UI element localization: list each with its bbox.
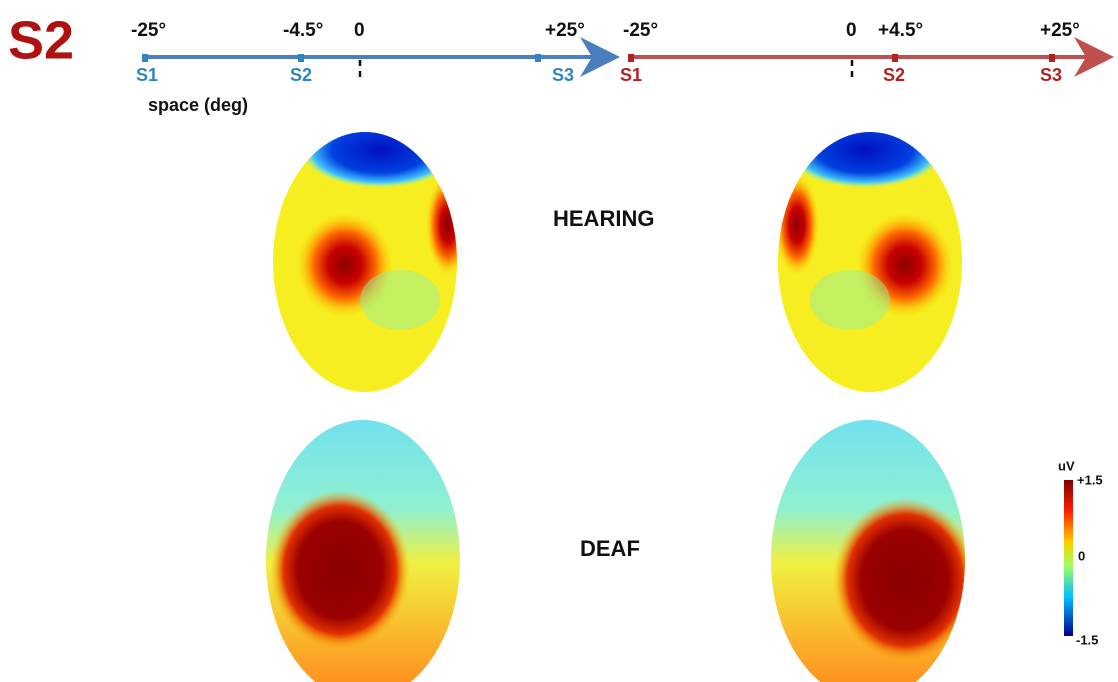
tick-label: -4.5° <box>283 20 323 41</box>
axis-caption: space (deg) <box>148 95 248 115</box>
right-axis: -25° 0 +4.5° +25° S1 S2 S3 <box>620 20 1114 85</box>
tick <box>298 54 304 62</box>
colorbar-label: +1.5 <box>1077 472 1103 487</box>
tick <box>535 54 541 62</box>
tick-label: 0 <box>846 20 857 41</box>
stimulus-label: S3 <box>1040 65 1062 85</box>
head-map <box>771 420 965 682</box>
head-map <box>778 132 962 392</box>
panel-label: S2 <box>8 10 74 70</box>
stimulus-label: S1 <box>620 65 642 85</box>
colorbar-gradient <box>1064 480 1073 636</box>
stimulus-label: S2 <box>883 65 905 85</box>
head-map <box>266 420 460 682</box>
stimulus-label: S2 <box>290 65 312 85</box>
colorbar-unit: uV <box>1058 458 1075 473</box>
row-label: DEAF <box>580 536 640 561</box>
colorbar: uV +1.5 0 -1.5 <box>1058 458 1103 647</box>
tick-label: -25° <box>131 20 166 41</box>
stimulus-label: S1 <box>136 65 158 85</box>
stimulus-label: S3 <box>552 65 574 85</box>
tick-label: +25° <box>545 20 585 41</box>
tick <box>628 54 634 62</box>
colorbar-label: -1.5 <box>1076 632 1098 647</box>
row-label: HEARING <box>553 206 654 231</box>
head-map <box>273 132 457 392</box>
tick-label: +4.5° <box>878 20 923 41</box>
tick-label: -25° <box>623 20 658 41</box>
tick <box>1049 54 1055 62</box>
colorbar-label: 0 <box>1078 548 1085 563</box>
tick-label: +25° <box>1040 20 1080 41</box>
tick-label: 0 <box>354 20 365 41</box>
left-axis: -25° -4.5° 0 +25° S1 S2 S3 space (deg) <box>131 20 620 115</box>
tick <box>892 54 898 62</box>
tick <box>142 54 148 62</box>
